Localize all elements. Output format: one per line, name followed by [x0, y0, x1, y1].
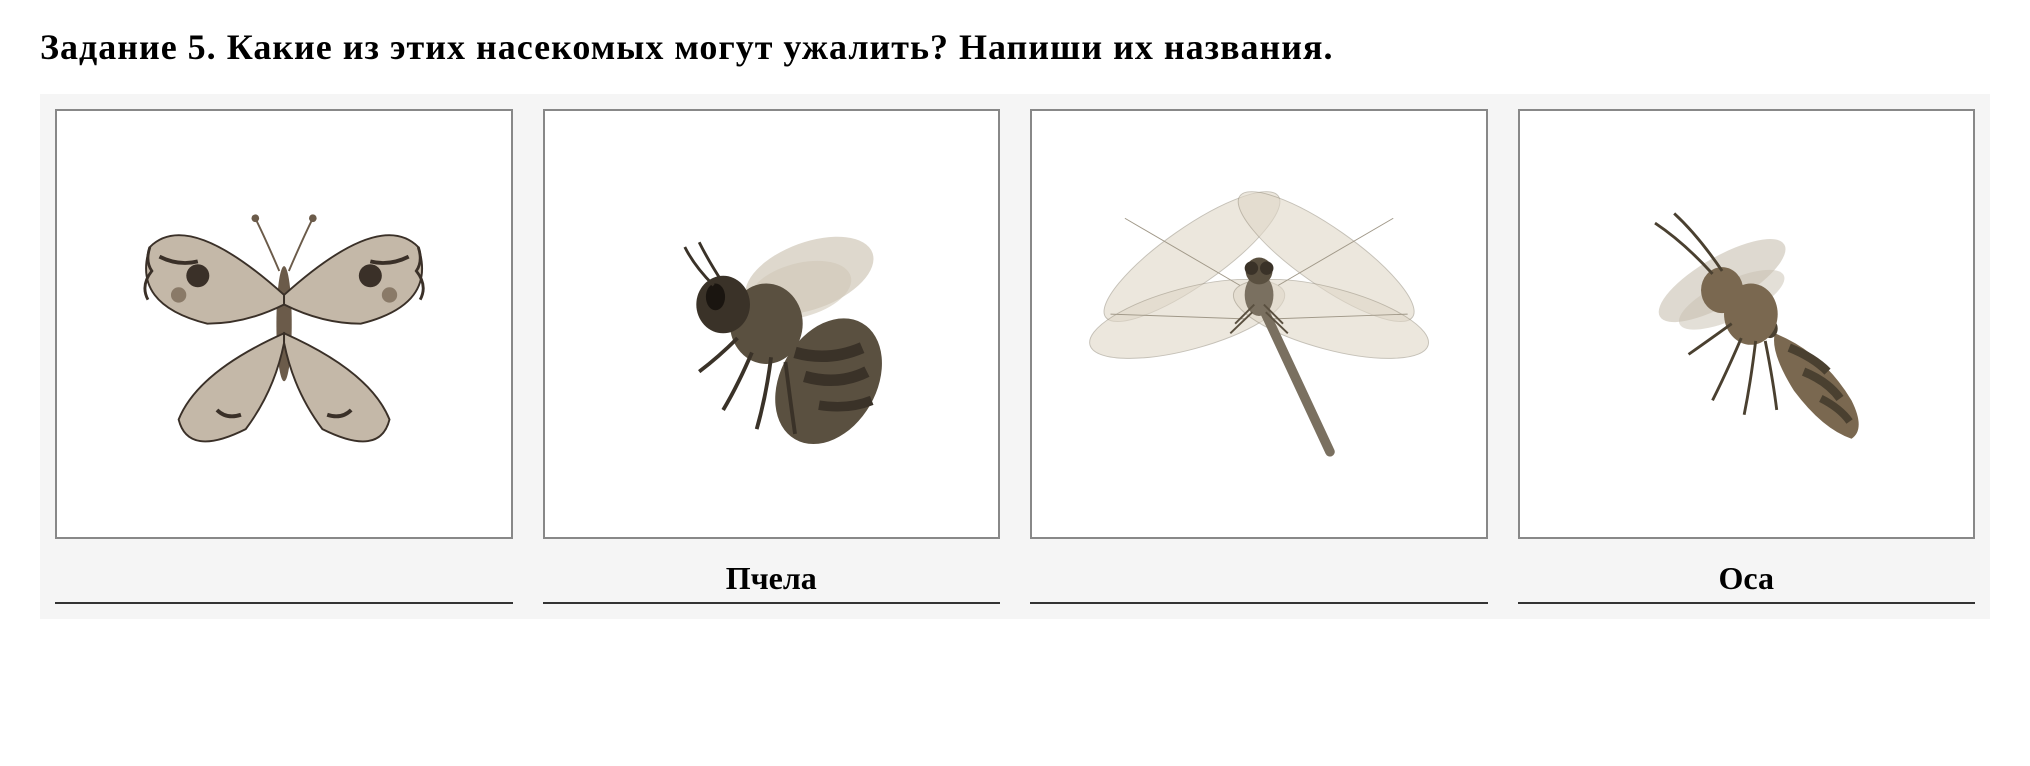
- question-heading: Задание 5. Какие из этих насекомых могут…: [40, 20, 1990, 74]
- dragonfly-icon: [1055, 132, 1463, 515]
- wasp-answer-line[interactable]: Оса: [1518, 554, 1976, 604]
- bee-answer-line[interactable]: Пчела: [543, 554, 1001, 604]
- butterfly-icon: [80, 132, 488, 515]
- butterfly-image-box: [55, 109, 513, 539]
- insects-row: Пчела: [40, 94, 1990, 619]
- question-label: Задание 5.: [40, 27, 217, 67]
- butterfly-answer-line[interactable]: [55, 554, 513, 604]
- insect-card-wasp: Оса: [1518, 109, 1976, 604]
- insect-card-butterfly: [55, 109, 513, 604]
- wasp-answer: Оса: [1719, 560, 1774, 597]
- question-body: Какие из этих насекомых могут ужалить? Н…: [227, 27, 1334, 67]
- dragonfly-image-box: [1030, 109, 1488, 539]
- wasp-image-box: [1518, 109, 1976, 539]
- insect-card-dragonfly: [1030, 109, 1488, 604]
- wasp-icon: [1542, 132, 1950, 515]
- dragonfly-answer-line[interactable]: [1030, 554, 1488, 604]
- insect-card-bee: Пчела: [543, 109, 1001, 604]
- bee-icon: [567, 132, 975, 515]
- bee-image-box: [543, 109, 1001, 539]
- bee-answer: Пчела: [726, 560, 817, 597]
